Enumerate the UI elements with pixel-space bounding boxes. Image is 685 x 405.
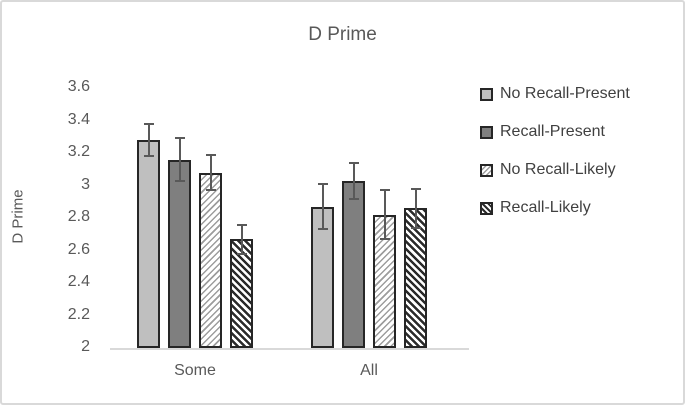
error-bar-cap: [143, 155, 154, 158]
bar-no-recall-likely-some: [199, 172, 222, 348]
x-axis-label-all: All: [360, 362, 378, 379]
legend-item-no-recall-present: No Recall-Present: [480, 85, 630, 103]
bar-recall-present-some: [168, 159, 191, 348]
x-axis-label-some: Some: [174, 362, 216, 379]
error-bar-line: [383, 190, 386, 240]
legend-swatch-icon: [480, 201, 493, 215]
error-bar-cap: [236, 252, 247, 255]
legend-label: Recall-Present: [500, 123, 605, 140]
y-tick-label: 2: [81, 338, 90, 355]
error-bar-cap: [410, 187, 421, 190]
legend-swatch-icon: [480, 125, 493, 139]
error-bar-cap: [317, 228, 328, 231]
chart-title: D Prime: [308, 24, 377, 45]
y-tick-label: 2.4: [67, 273, 90, 290]
error-bar-cap: [174, 137, 185, 140]
y-tick-label: 2.6: [67, 240, 90, 258]
legend-label: No Recall-Present: [500, 85, 630, 102]
error-bar-cap: [410, 226, 421, 229]
bar-no-recall-present-some: [137, 140, 160, 348]
y-tick-label: 3.6: [67, 78, 90, 95]
legend-label: Recall-Likely: [500, 199, 591, 216]
error-bar-line: [209, 154, 212, 191]
legend-swatch-icon: [480, 87, 493, 101]
error-bar-line: [147, 123, 150, 157]
y-tick-label: 3: [81, 175, 90, 193]
error-bar-cap: [379, 189, 390, 192]
y-tick-label: 3.2: [67, 143, 90, 160]
y-axis-tick-labels: 3.6 3.4 3.2 3 2.8 2.6 2.4 2.2 2: [2, 2, 90, 403]
legend-swatch-icon: [480, 163, 493, 177]
y-tick-label: 2.2: [67, 305, 90, 323]
legend: No Recall-Present Recall-Present No Recall…: [480, 85, 630, 237]
error-bar-cap: [379, 238, 390, 241]
legend-label: No Recall-Likely: [500, 161, 616, 178]
bar-recall-likely-all: [404, 208, 427, 348]
error-bar-cap: [348, 161, 359, 164]
y-tick-label: 2.8: [67, 208, 90, 225]
error-bar-cap: [205, 153, 216, 156]
legend-item-recall-present: Recall-Present: [480, 123, 630, 141]
error-bar-line: [240, 224, 243, 254]
error-bar-line: [414, 188, 417, 228]
plot-area: [110, 88, 469, 350]
y-tick-label: 3.4: [67, 110, 90, 128]
error-bar-cap: [143, 122, 154, 125]
error-bar-line: [352, 162, 355, 199]
legend-item-recall-likely: Recall-Likely: [480, 199, 630, 217]
error-bar-cap: [174, 179, 185, 182]
error-bar-cap: [236, 223, 247, 226]
error-bar-cap: [348, 197, 359, 200]
legend-item-no-recall-likely: No Recall-Likely: [480, 161, 630, 179]
error-bar-cap: [205, 189, 216, 192]
error-bar-line: [321, 183, 324, 230]
bar-recall-likely-some: [230, 239, 253, 348]
error-bar-line: [178, 138, 181, 181]
error-bar-cap: [317, 182, 328, 185]
bar-recall-present-all: [342, 180, 365, 348]
